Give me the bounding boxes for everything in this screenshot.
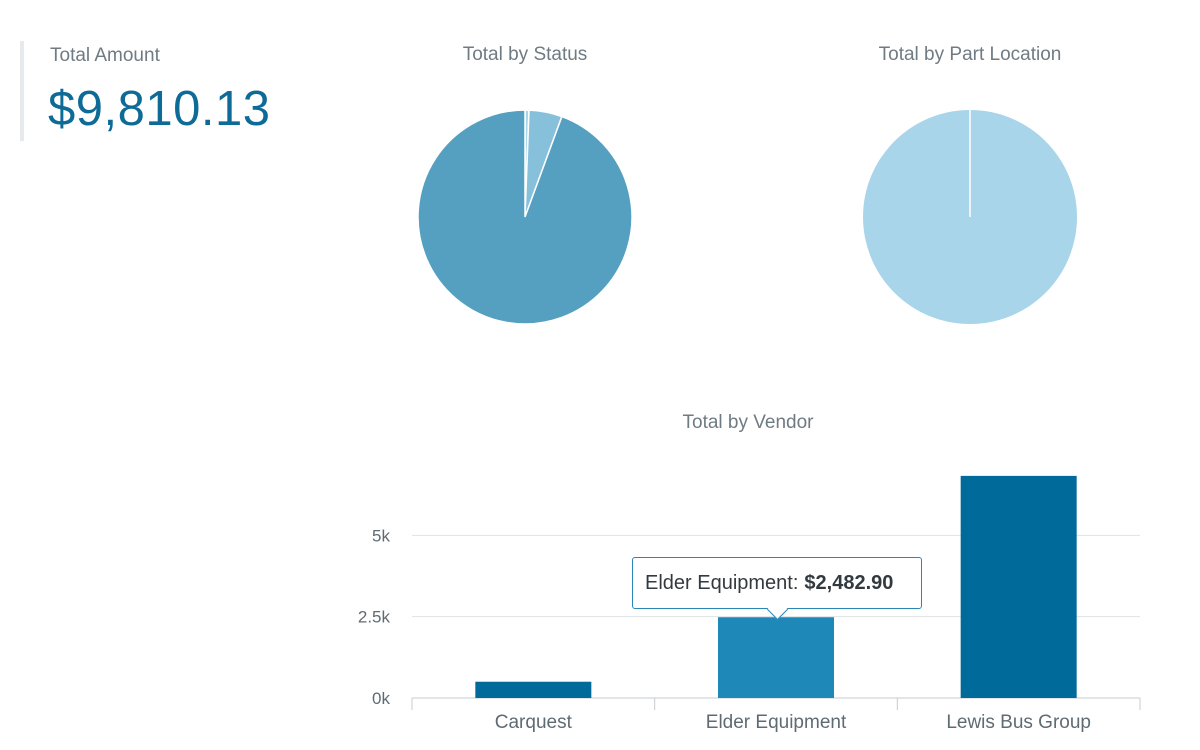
total-amount-card: Total Amount $9,810.13 xyxy=(20,41,320,141)
part-location-pie-chart xyxy=(863,110,1077,324)
total-amount-label: Total Amount xyxy=(50,45,160,66)
tooltip-value: $2,482.90 xyxy=(804,571,894,594)
y-tick-label: 0k xyxy=(372,689,390,708)
bar-elder-equipment[interactable] xyxy=(718,617,834,698)
status-chart-title: Total by Status xyxy=(462,44,588,65)
status-pie-chart xyxy=(417,109,633,325)
part-location-chart-title: Total by Part Location xyxy=(878,44,1062,65)
x-tick-label: Elder Equipment xyxy=(706,712,847,733)
vendor-chart-title: Total by Vendor xyxy=(682,412,814,433)
total-amount-value: $9,810.13 xyxy=(48,82,271,136)
x-tick-label: Carquest xyxy=(495,712,573,733)
x-tick-label: Lewis Bus Group xyxy=(946,712,1091,733)
bar-lewis-bus-group[interactable] xyxy=(960,475,1077,698)
bar-carquest[interactable] xyxy=(475,681,592,698)
vendor-bar-chart: 0k 2.5k 5k Carquest Elder Equipment Lewis Bus… xyxy=(358,475,1141,733)
y-tick-label: 5k xyxy=(372,526,390,545)
pie-slice[interactable] xyxy=(417,109,633,325)
y-tick-label: 2.5k xyxy=(358,608,391,627)
bar-tooltip: Elder Equipment: $2,482.90 xyxy=(632,557,922,621)
tooltip-label: Elder Equipment: xyxy=(645,571,799,594)
